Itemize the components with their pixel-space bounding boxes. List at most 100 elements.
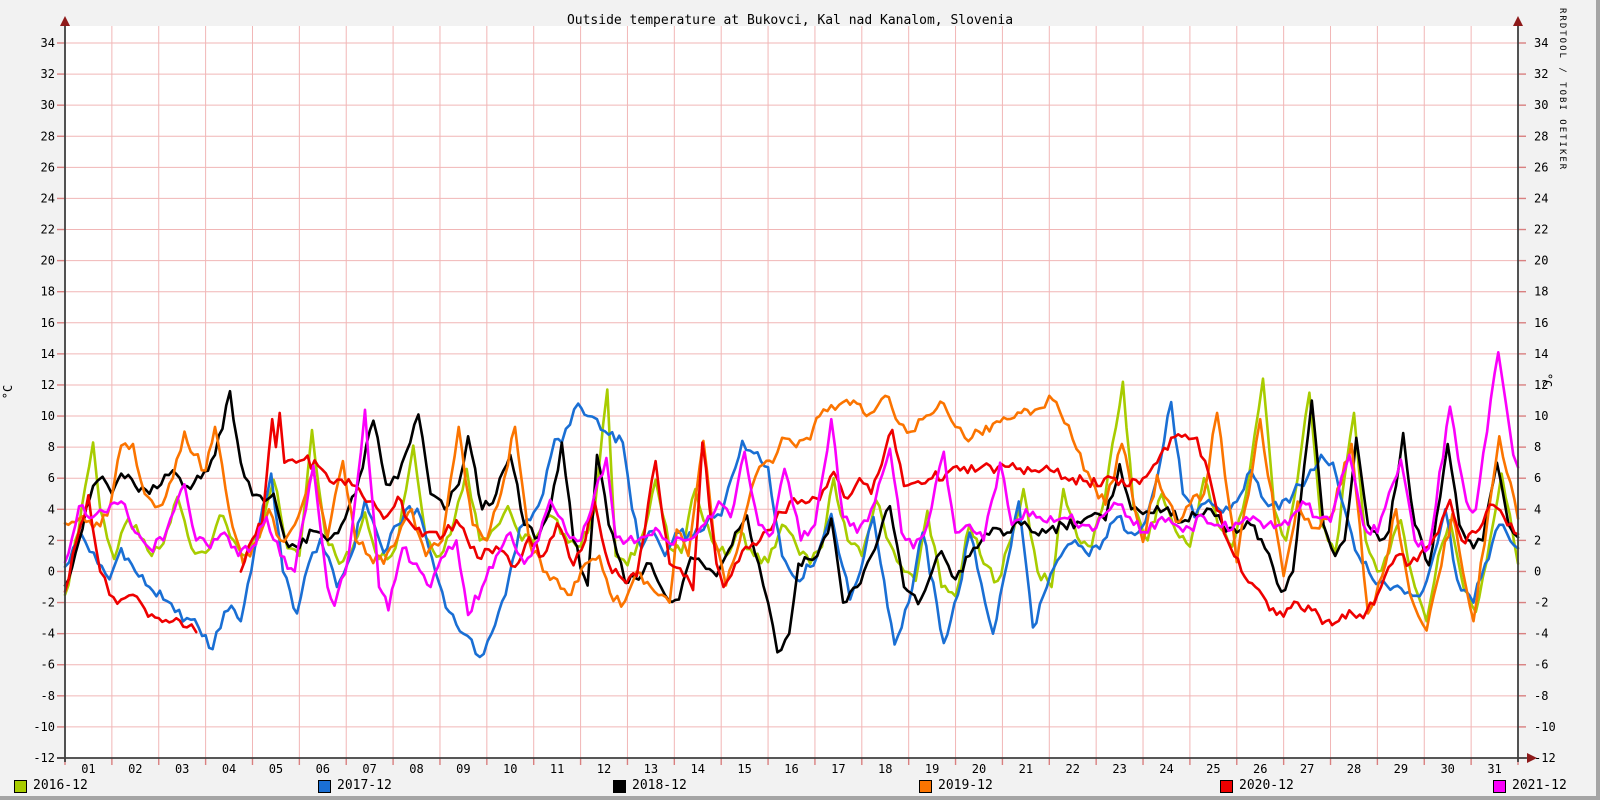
x-tick-label: 28 [1347, 762, 1361, 776]
y-tick-label-right: 34 [1534, 36, 1548, 50]
x-tick-label: 29 [1394, 762, 1408, 776]
series-line-2020-12 [63, 411, 1520, 634]
y-tick-label-right: 22 [1534, 223, 1548, 237]
y-tick-label-right: 26 [1534, 160, 1548, 174]
x-tick-label: 20 [972, 762, 986, 776]
x-tick-label: 15 [737, 762, 751, 776]
y-axis-unit-right: °C [1540, 373, 1554, 387]
y-tick-label-right: 2 [1534, 533, 1541, 547]
y-tick-label-right: -12 [1534, 751, 1556, 765]
x-tick-label: 24 [1159, 762, 1173, 776]
y-tick-label-right: 10 [1534, 409, 1548, 423]
plot-background [65, 26, 1518, 758]
y-tick-label-right: 20 [1534, 254, 1548, 268]
series-line-2017-12 [63, 400, 1520, 659]
y-tick-label-right: 30 [1534, 98, 1548, 112]
y-tick-label-left: 28 [41, 129, 55, 143]
y-tick-label-left: -10 [33, 720, 55, 734]
y-tick-label-right: 16 [1534, 316, 1548, 330]
y-tick-label-left: 30 [41, 98, 55, 112]
y-tick-label-right: -2 [1534, 596, 1548, 610]
y-tick-label-left: 22 [41, 223, 55, 237]
x-tick-label: 12 [597, 762, 611, 776]
x-tick-label: 22 [1065, 762, 1079, 776]
axis-layer [57, 16, 1537, 763]
x-tick-label: 11 [550, 762, 564, 776]
y-tick-label-right: 8 [1534, 440, 1541, 454]
y-tick-label-right: -6 [1534, 658, 1548, 672]
x-tick-label: 07 [362, 762, 376, 776]
x-tick-label: 30 [1440, 762, 1454, 776]
y-tick-label-right: 14 [1534, 347, 1548, 361]
x-tick-label: 18 [878, 762, 892, 776]
y-tick-label-right: -10 [1534, 720, 1556, 734]
y-tick-label-left: 10 [41, 409, 55, 423]
x-tick-label: 23 [1112, 762, 1126, 776]
y-tick-label-left: 16 [41, 316, 55, 330]
x-tick-label: 26 [1253, 762, 1267, 776]
rrdtool-watermark: RRDTOOL / TOBI OETIKER [1557, 8, 1567, 171]
y-tick-label-left: 14 [41, 347, 55, 361]
y-tick-label-left: 24 [41, 191, 55, 205]
image-border-right [1596, 0, 1600, 800]
y-tick-label-right: 18 [1534, 285, 1548, 299]
x-tick-label: 13 [644, 762, 658, 776]
y-tick-label-left: -12 [33, 751, 55, 765]
x-tick-label: 01 [81, 762, 95, 776]
x-tick-label: 08 [409, 762, 423, 776]
y-tick-label-left: -2 [41, 596, 55, 610]
x-tick-label: 27 [1300, 762, 1314, 776]
y-tick-label-right: -8 [1534, 689, 1548, 703]
y-tick-label-right: 32 [1534, 67, 1548, 81]
y-tick-label-right: 4 [1534, 502, 1541, 516]
y-axis-arrow-left [60, 16, 70, 26]
y-tick-label-left: 20 [41, 254, 55, 268]
chart-title: Outside temperature at Bukovci, Kal nad … [567, 13, 1013, 28]
series-line-2021-12 [63, 351, 1520, 617]
x-tick-label: 02 [128, 762, 142, 776]
x-tick-label: 16 [784, 762, 798, 776]
y-tick-label-left: 6 [48, 471, 55, 485]
y-tick-label-right: 24 [1534, 191, 1548, 205]
y-tick-label-left: 2 [48, 533, 55, 547]
y-tick-label-left: 26 [41, 160, 55, 174]
y-tick-label-right: -4 [1534, 627, 1548, 641]
series-line-2018-12 [63, 389, 1520, 654]
y-tick-label-left: 4 [48, 502, 55, 516]
y-tick-label-right: 12 [1534, 378, 1548, 392]
y-tick-label-left: -4 [41, 627, 55, 641]
x-tick-label: 25 [1206, 762, 1220, 776]
x-tick-label: 04 [222, 762, 236, 776]
series-layer [63, 351, 1520, 659]
x-axis-arrow [1527, 753, 1537, 763]
y-tick-label-left: -8 [41, 689, 55, 703]
y-tick-label-right: 0 [1534, 564, 1541, 578]
x-tick-label: 17 [831, 762, 845, 776]
y-tick-label-right: 6 [1534, 471, 1541, 485]
y-tick-label-left: -6 [41, 658, 55, 672]
x-tick-label: 06 [316, 762, 330, 776]
y-tick-label-left: 18 [41, 285, 55, 299]
x-tick-label: 31 [1487, 762, 1501, 776]
y-tick-label-right: 28 [1534, 129, 1548, 143]
y-tick-label-left: 32 [41, 67, 55, 81]
grid-layer [65, 26, 1518, 759]
y-axis-unit-left: °C [1, 385, 15, 399]
y-axis-arrow-right [1513, 16, 1523, 26]
x-tick-label: 10 [503, 762, 517, 776]
x-tick-label: 21 [1019, 762, 1033, 776]
y-tick-label-left: 8 [48, 440, 55, 454]
x-tick-label: 03 [175, 762, 189, 776]
x-tick-label: 14 [691, 762, 705, 776]
x-tick-label: 05 [269, 762, 283, 776]
x-tick-label: 19 [925, 762, 939, 776]
y-tick-label-left: 0 [48, 564, 55, 578]
y-tick-label-left: 12 [41, 378, 55, 392]
plot-area [65, 26, 1518, 758]
y-tick-label-left: 34 [41, 36, 55, 50]
image-border-bottom [0, 796, 1600, 800]
x-tick-label: 09 [456, 762, 470, 776]
